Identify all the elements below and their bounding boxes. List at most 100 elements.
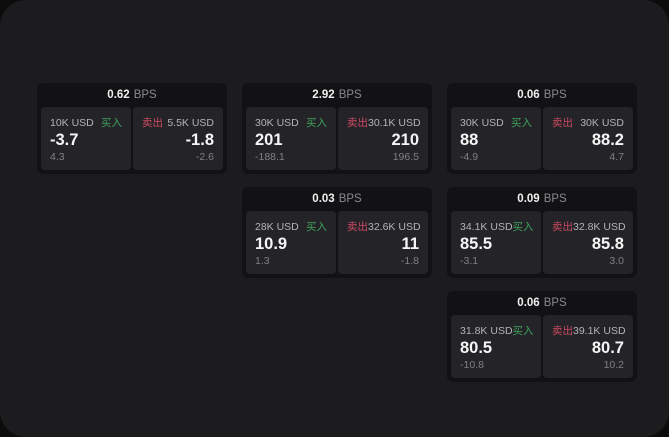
buy-tile[interactable]: 10K USD 买入 -3.7 4.3 [41,107,131,170]
bps-unit-label: BPS [338,193,362,205]
buy-side-label: 买入 [512,221,534,233]
sell-price: 88.2 [591,131,624,150]
card-body: 31.8K USD 买入 80.5 -10.8 卖出 39.1K USD 80.… [447,315,637,382]
buy-delta: -10.8 [460,358,484,371]
sell-price: 210 [391,131,419,150]
buy-price: 88 [460,131,479,150]
sell-tile[interactable]: 卖出 30K USD 88.2 4.7 [543,107,633,170]
sell-amount: 30K USD [580,116,624,129]
sell-tile[interactable]: 卖出 39.1K USD 80.7 10.2 [543,315,633,378]
card-body: 34.1K USD 买入 85.5 -3.1 卖出 32.8K USD 85.8… [447,211,637,278]
sell-amount: 32.6K USD [368,220,421,233]
quote-card: 0.03 BPS 28K USD 买入 10.9 1.3 卖出 32.6K US… [242,187,432,278]
buy-price: 85.5 [460,235,493,254]
sell-amount: 39.1K USD [573,324,626,337]
buy-side-label: 买入 [101,117,122,129]
buy-tile[interactable]: 34.1K USD 买入 85.5 -3.1 [451,211,541,274]
buy-price: 80.5 [460,339,493,358]
buy-tile-top: 34.1K USD 买入 [460,219,534,234]
card-header: 0.06 BPS [447,291,637,315]
quote-card: 0.06 BPS 30K USD 买入 88 -4.9 卖出 30K USD 8… [447,83,637,174]
buy-price: 201 [255,131,283,150]
sell-side-label: 卖出 [552,325,573,337]
buy-tile-top: 28K USD 买入 [255,219,327,234]
bps-value: 0.03 [312,193,335,205]
card-body: 28K USD 买入 10.9 1.3 卖出 32.6K USD 11 -1.8 [242,211,432,278]
buy-tile-top: 10K USD 买入 [50,115,122,130]
sell-amount: 30.1K USD [368,116,421,129]
buy-tile-top: 30K USD 买入 [255,115,327,130]
buy-amount: 30K USD [460,116,504,129]
cards-grid: 0.62 BPS 10K USD 买入 -3.7 4.3 卖出 5.5K USD… [37,83,637,382]
sell-tile[interactable]: 卖出 32.8K USD 85.8 3.0 [543,211,633,274]
card-body: 10K USD 买入 -3.7 4.3 卖出 5.5K USD -1.8 -2.… [37,107,227,174]
buy-amount: 28K USD [255,220,299,233]
sell-tile-top: 卖出 32.8K USD [552,219,626,234]
bps-value: 0.09 [517,193,540,205]
buy-price: -3.7 [50,131,79,150]
card-header: 0.03 BPS [242,187,432,211]
buy-tile[interactable]: 31.8K USD 买入 80.5 -10.8 [451,315,541,378]
quote-card: 2.92 BPS 30K USD 买入 201 -188.1 卖出 30.1K … [242,83,432,174]
card-body: 30K USD 买入 88 -4.9 卖出 30K USD 88.2 4.7 [447,107,637,174]
buy-delta: -188.1 [255,150,285,163]
sell-amount: 32.8K USD [573,220,626,233]
buy-tile[interactable]: 28K USD 买入 10.9 1.3 [246,211,336,274]
sell-delta: 4.7 [609,150,624,163]
sell-tile[interactable]: 卖出 30.1K USD 210 196.5 [338,107,428,170]
buy-amount: 30K USD [255,116,299,129]
sell-tile-top: 卖出 30.1K USD [347,115,421,130]
bps-unit-label: BPS [543,193,567,205]
card-header: 0.62 BPS [37,83,227,107]
bps-unit-label: BPS [543,297,567,309]
buy-tile-top: 30K USD 买入 [460,115,532,130]
buy-amount: 34.1K USD [460,220,513,233]
buy-delta: 4.3 [50,150,65,163]
buy-side-label: 买入 [511,117,532,129]
quote-card: 0.06 BPS 31.8K USD 买入 80.5 -10.8 卖出 39.1… [447,291,637,382]
sell-delta: 3.0 [609,254,624,267]
bps-unit-label: BPS [543,89,567,101]
sell-amount: 5.5K USD [167,116,214,129]
sell-tile[interactable]: 卖出 5.5K USD -1.8 -2.6 [133,107,223,170]
buy-side-label: 买入 [512,325,534,337]
buy-amount: 31.8K USD [460,324,513,337]
sell-price: 11 [401,235,419,254]
sell-tile[interactable]: 卖出 32.6K USD 11 -1.8 [338,211,428,274]
card-header: 0.06 BPS [447,83,637,107]
bps-value: 0.06 [517,89,540,101]
bps-unit-label: BPS [133,89,157,101]
sell-tile-top: 卖出 39.1K USD [552,323,626,338]
sell-side-label: 卖出 [347,221,368,233]
buy-side-label: 买入 [306,117,327,129]
sell-tile-top: 卖出 5.5K USD [142,115,214,130]
bps-value: 0.06 [517,297,540,309]
card-header: 2.92 BPS [242,83,432,107]
buy-tile[interactable]: 30K USD 买入 88 -4.9 [451,107,541,170]
buy-tile[interactable]: 30K USD 买入 201 -188.1 [246,107,336,170]
sell-side-label: 卖出 [347,117,368,129]
quote-card: 0.62 BPS 10K USD 买入 -3.7 4.3 卖出 5.5K USD… [37,83,227,174]
sell-tile-top: 卖出 30K USD [552,115,624,130]
sell-price: -1.8 [185,131,214,150]
buy-price: 10.9 [255,235,288,254]
buy-delta: 1.3 [255,254,270,267]
sell-delta: 10.2 [603,358,624,371]
sell-side-label: 卖出 [552,221,573,233]
bps-value: 0.62 [107,89,130,101]
sell-price: 80.7 [591,339,624,358]
sell-delta: -1.8 [400,254,419,267]
buy-delta: -4.9 [460,150,479,163]
buy-delta: -3.1 [460,254,479,267]
sell-delta: 196.5 [392,150,419,163]
buy-amount: 10K USD [50,116,94,129]
bps-unit-label: BPS [338,89,362,101]
card-body: 30K USD 买入 201 -188.1 卖出 30.1K USD 210 1… [242,107,432,174]
buy-side-label: 买入 [306,221,327,233]
sell-tile-top: 卖出 32.6K USD [347,219,421,234]
sell-delta: -2.6 [195,150,214,163]
sell-side-label: 卖出 [552,117,573,129]
buy-tile-top: 31.8K USD 买入 [460,323,534,338]
card-header: 0.09 BPS [447,187,637,211]
